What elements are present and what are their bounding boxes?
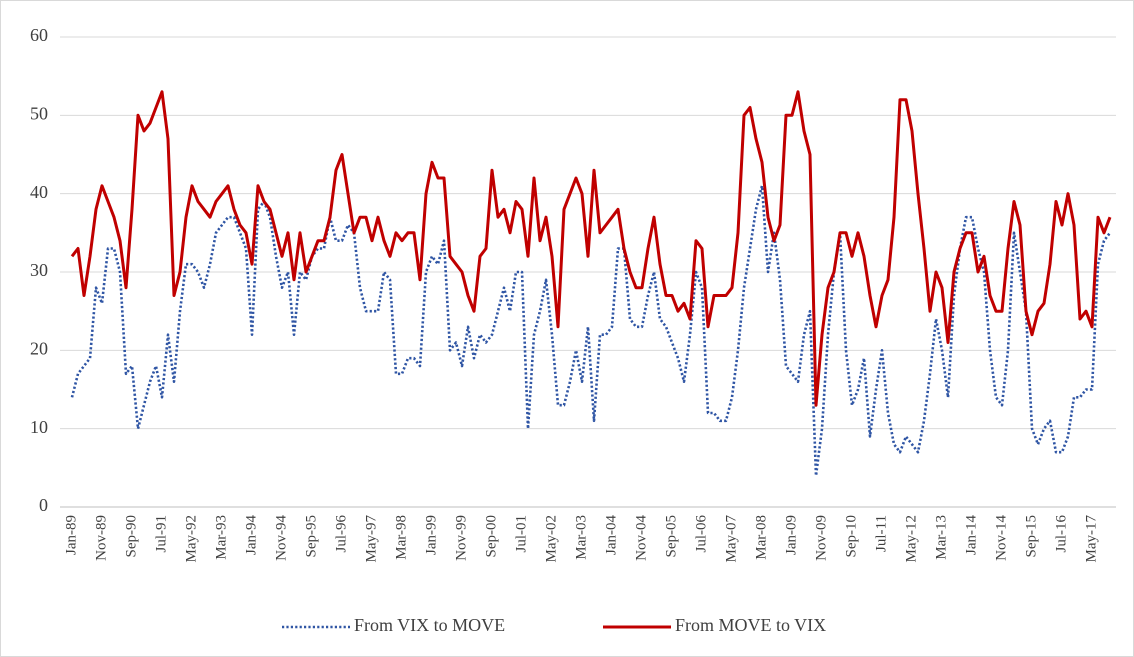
x-tick-label: May-17 — [1083, 515, 1099, 563]
y-tick-label: 10 — [30, 417, 48, 437]
legend-label: From MOVE to VIX — [675, 615, 826, 635]
x-tick-label: Jul-91 — [153, 515, 169, 553]
x-tick-label: Mar-08 — [753, 515, 769, 560]
y-tick-label: 0 — [39, 495, 48, 515]
x-tick-label: Mar-98 — [393, 515, 409, 560]
x-tick-label: Sep-95 — [303, 515, 319, 558]
x-tick-label: Sep-90 — [123, 515, 139, 558]
x-tick-label: Nov-09 — [813, 515, 829, 561]
x-tick-label: Sep-10 — [843, 515, 859, 558]
x-tick-label: Nov-89 — [93, 515, 109, 561]
x-tick-label: Mar-93 — [213, 515, 229, 560]
x-tick-label: Nov-99 — [453, 515, 469, 561]
y-tick-label: 20 — [30, 338, 48, 358]
x-tick-label: Jul-06 — [693, 515, 709, 553]
x-tick-label: Jan-04 — [603, 515, 619, 555]
x-tick-label: Jan-14 — [963, 515, 979, 555]
x-tick-label: Nov-04 — [633, 515, 649, 561]
x-tick-label: Nov-94 — [273, 515, 289, 561]
x-tick-label: Jan-89 — [63, 515, 79, 555]
y-tick-label: 30 — [30, 260, 48, 280]
x-tick-label: Sep-00 — [483, 515, 499, 558]
legend-label: From VIX to MOVE — [354, 615, 505, 635]
x-tick-label: Jan-99 — [423, 515, 439, 555]
series-line — [70, 90, 1112, 407]
x-tick-label: May-12 — [903, 515, 919, 563]
x-tick-label: Sep-15 — [1023, 515, 1039, 558]
x-tick-label: Nov-14 — [993, 515, 1009, 561]
x-tick-label: Mar-03 — [573, 515, 589, 560]
y-tick-label: 50 — [30, 103, 48, 123]
x-tick-label: May-02 — [543, 515, 559, 563]
x-tick-label: Mar-13 — [933, 515, 949, 560]
x-tick-label: Jul-01 — [513, 515, 529, 553]
y-tick-label: 60 — [30, 25, 48, 45]
series-line — [70, 184, 1112, 477]
y-tick-label: 40 — [30, 182, 48, 202]
x-tick-label: Jul-11 — [873, 515, 889, 552]
x-tick-label: Jan-09 — [783, 515, 799, 555]
x-tick-label: Sep-05 — [663, 515, 679, 558]
x-tick-label: Jul-16 — [1053, 515, 1069, 553]
x-tick-label: May-07 — [723, 515, 739, 563]
x-tick-label: Jul-96 — [333, 515, 349, 553]
x-tick-label: May-97 — [363, 515, 379, 563]
x-tick-label: Jan-94 — [243, 515, 259, 555]
x-tick-label: May-92 — [183, 515, 199, 563]
